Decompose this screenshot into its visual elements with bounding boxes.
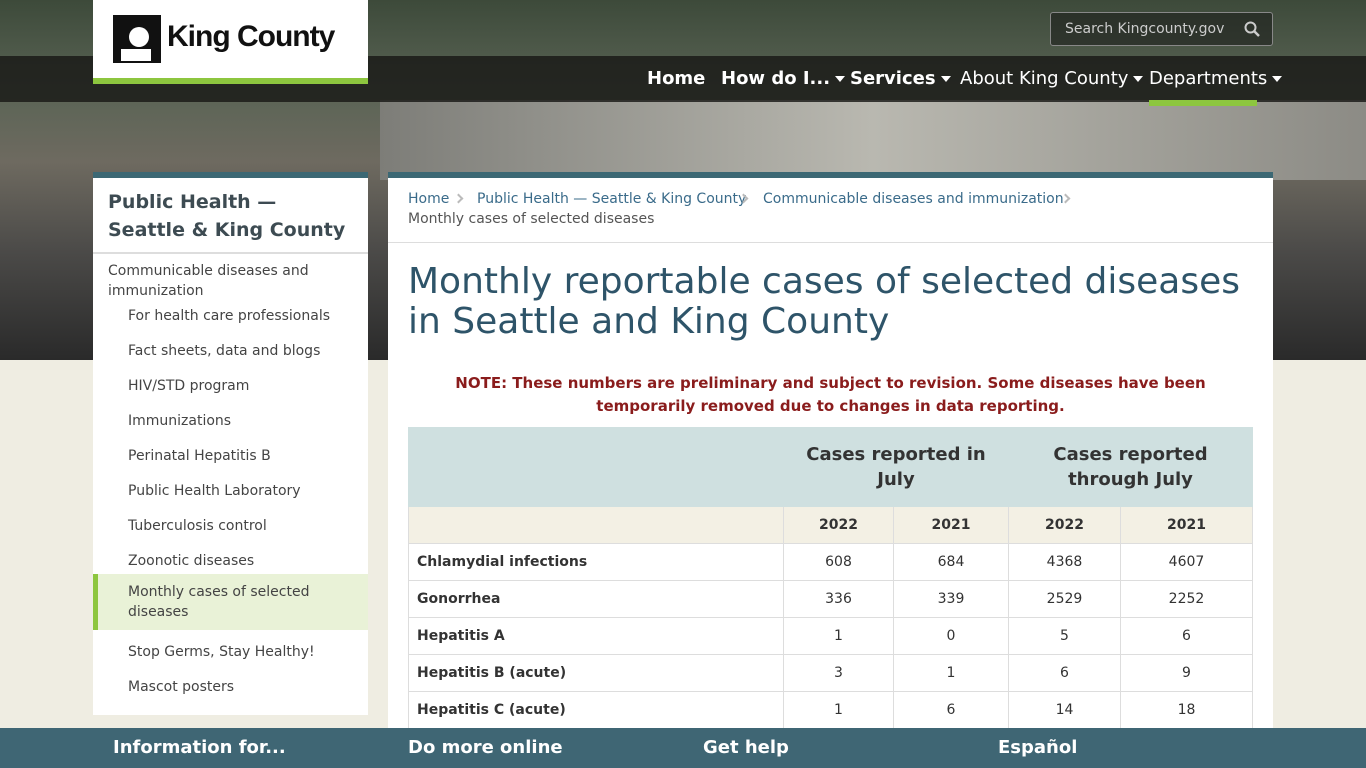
page-title: Monthly reportable cases of selected dis… — [408, 261, 1241, 342]
footer — [0, 728, 1366, 768]
disease-name: Chlamydial infections — [408, 543, 784, 581]
header-cell — [408, 427, 784, 507]
disease-name: Hepatitis A — [408, 617, 784, 655]
case-count: 4368 — [1008, 543, 1121, 581]
nav-caret — [1133, 76, 1144, 82]
search-placeholder: Search Kingcounty.gov — [1065, 21, 1225, 37]
logo-text: King County — [167, 20, 335, 53]
nav-item[interactable]: About King County — [960, 68, 1144, 89]
disease-name: Hepatitis B (acute) — [408, 654, 784, 692]
sidebar-divider — [93, 252, 368, 254]
breadcrumb-divider — [388, 242, 1273, 243]
footer-link[interactable]: Do more online — [408, 737, 563, 758]
sidebar-link[interactable]: Monthly cases of selected diseases — [128, 584, 310, 620]
case-count: 608 — [783, 543, 894, 581]
case-count: 5 — [1008, 617, 1121, 655]
disease-name: Hepatitis C (acute) — [408, 691, 784, 729]
nav-item[interactable]: How do I... — [721, 68, 846, 89]
nav-active-underline — [1149, 100, 1257, 106]
cases-table: Cases reported in July Cases reported thr… — [408, 427, 1253, 729]
case-count: 1 — [783, 617, 894, 655]
nav-caret — [940, 76, 951, 82]
sidebar-link[interactable]: HIV/STD program — [128, 378, 250, 394]
table-row: Gonorrhea 336 339 2529 2252 — [408, 580, 1253, 618]
case-count: 3 — [783, 654, 894, 692]
search-icon[interactable] — [1244, 21, 1260, 37]
header-cell — [408, 506, 784, 544]
table-row: Hepatitis C (acute) 1 6 14 18 — [408, 691, 1253, 729]
sidebar-link[interactable]: Zoonotic diseases — [128, 553, 255, 569]
sidebar-link[interactable]: Tuberculosis control — [128, 518, 267, 534]
footer-link[interactable]: Get help — [703, 737, 789, 758]
nav-label: Departments — [1149, 68, 1268, 89]
group-header: Cases reported through July — [1008, 427, 1253, 507]
sidebar-section[interactable]: Communicable diseases and immunization — [108, 263, 309, 299]
breadcrumb-item[interactable]: Public Health — Seattle & King County — [477, 191, 747, 207]
sidebar-link[interactable]: Mascot posters — [128, 679, 235, 695]
case-count: 1 — [893, 654, 1009, 692]
case-count: 0 — [893, 617, 1009, 655]
breadcrumb-item[interactable]: Home — [408, 191, 450, 207]
sidebar-link[interactable]: Stop Germs, Stay Healthy! — [128, 644, 315, 660]
case-count: 6 — [893, 691, 1009, 729]
note: NOTE: These numbers are preliminary and … — [455, 374, 1206, 415]
case-count: 6 — [1120, 617, 1253, 655]
nav-label: About King County — [960, 68, 1129, 89]
nav-label: Home — [647, 68, 706, 89]
search-box[interactable]: Search Kingcounty.gov — [1050, 12, 1273, 46]
case-count: 2252 — [1120, 580, 1253, 618]
nav-label: How do I... — [721, 68, 831, 89]
group-header-row: Cases reported in July Cases reported thr… — [408, 427, 1253, 507]
logo-icon — [113, 15, 161, 63]
table-row: Chlamydial infections 608 684 4368 4607 — [408, 543, 1253, 581]
footer-link[interactable]: Information for... — [113, 737, 286, 758]
breadcrumb-item: Monthly cases of selected diseases — [408, 211, 655, 227]
sidebar-link[interactable]: Immunizations — [128, 413, 232, 429]
year-header: 2022 — [1008, 506, 1121, 544]
case-count: 339 — [893, 580, 1009, 618]
nav-caret — [1272, 76, 1283, 82]
year-header: 2022 — [783, 506, 894, 544]
case-count: 6 — [1008, 654, 1121, 692]
case-count: 9 — [1120, 654, 1253, 692]
sidebar-link[interactable]: Perinatal Hepatitis B — [128, 448, 271, 464]
nav-label: Services — [850, 68, 936, 89]
hero-road — [380, 100, 1366, 180]
disease-name: Gonorrhea — [408, 580, 784, 618]
case-count: 18 — [1120, 691, 1253, 729]
year-header-row: 2022 2021 2022 2021 — [408, 506, 1253, 544]
case-count: 336 — [783, 580, 894, 618]
table-row: Hepatitis B (acute) 3 1 6 9 — [408, 654, 1253, 692]
sidebar-link[interactable]: For health care professionals — [128, 308, 331, 324]
year-header: 2021 — [893, 506, 1009, 544]
sidebar-link[interactable]: Public Health Laboratory — [128, 483, 301, 499]
case-count: 4607 — [1120, 543, 1253, 581]
case-count: 684 — [893, 543, 1009, 581]
breadcrumb-item[interactable]: Communicable diseases and immunization — [763, 191, 1064, 207]
case-count: 14 — [1008, 691, 1121, 729]
logo[interactable]: King County — [93, 0, 368, 84]
year-header: 2021 — [1120, 506, 1253, 544]
nav-item[interactable]: Services — [850, 68, 951, 89]
sidebar-title[interactable]: Public Health — Seattle & King County — [108, 191, 346, 241]
case-count: 2529 — [1008, 580, 1121, 618]
nav-item[interactable]: Home — [647, 68, 705, 89]
sidebar-link[interactable]: Fact sheets, data and blogs — [128, 343, 321, 359]
case-count: 1 — [783, 691, 894, 729]
sidebar-active — [93, 574, 368, 630]
group-header: Cases reported in July — [783, 427, 1009, 507]
footer-link[interactable]: Español — [998, 737, 1078, 758]
nav-item[interactable]: Departments — [1149, 68, 1283, 106]
sidebar: Public Health — Seattle & King County Co… — [93, 172, 368, 715]
nav-caret — [835, 76, 846, 82]
